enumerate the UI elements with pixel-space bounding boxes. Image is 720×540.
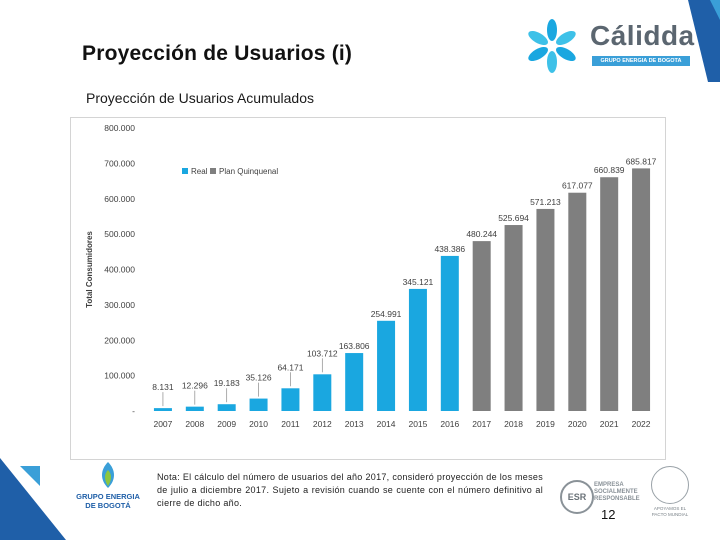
y-axis-label: Total Consumidores [85, 231, 94, 308]
y-tick-label: - [132, 406, 135, 416]
x-tick-label: 2014 [377, 419, 396, 429]
x-tick-label: 2019 [536, 419, 555, 429]
geb-logo: GRUPO ENERGIA DE BOGOTÁ [72, 460, 144, 520]
data-label: 254.991 [371, 309, 402, 319]
legend-swatch [210, 168, 216, 174]
data-label: 525.694 [498, 213, 529, 223]
data-label: 438.386 [434, 244, 465, 254]
bar [153, 408, 172, 411]
x-tick-label: 2009 [217, 419, 236, 429]
x-tick-label: 2021 [600, 419, 619, 429]
legend-swatch [182, 168, 188, 174]
data-label: 103.712 [307, 348, 338, 358]
global-compact-badge: APOYAMOS EL PACTO MUNDIAL [647, 466, 693, 524]
bar [249, 398, 268, 411]
flame-logo-icon [102, 462, 114, 488]
esr-icon: ESR [560, 480, 594, 514]
page-number: 12 [601, 507, 616, 522]
bar [313, 374, 332, 411]
bar-chart: - 100.000 200.000 300.000 400.000 500.000 600.… [85, 123, 657, 429]
page-title: Proyección de Usuarios (i) [82, 42, 353, 65]
data-label: 64.171 [277, 362, 303, 372]
bar [536, 208, 555, 411]
data-label: 480.244 [466, 229, 497, 239]
x-tick-label: 2011 [281, 419, 300, 429]
bar [440, 255, 459, 411]
y-tick-label: 700.000 [104, 158, 135, 168]
x-tick-label: 2015 [408, 419, 427, 429]
corner-accent-top-right [688, 0, 720, 82]
bar [472, 241, 491, 411]
data-label: 35.126 [246, 373, 272, 383]
y-tick-label: 600.000 [104, 194, 135, 204]
chart-frame [70, 117, 666, 460]
footer-brand: GRUPO ENERGIA DE BOGOTÁ [76, 492, 140, 510]
esr-text: EMPRESA SOCIALMENTE RESPONSABLE [594, 482, 640, 502]
y-tick-label: 200.000 [104, 335, 135, 345]
x-tick-label: 2007 [153, 419, 172, 429]
footnote: Nota: El cálculo del número de usuarios … [157, 472, 543, 508]
data-label: 685.817 [626, 156, 657, 166]
x-tick-label: 2012 [313, 419, 332, 429]
data-label: 8.131 [152, 382, 174, 392]
bar [377, 320, 396, 411]
data-label: 571.213 [530, 197, 561, 207]
chart-subtitle: Proyección de Usuarios Acumulados [86, 90, 315, 106]
x-tick-label: 2008 [185, 419, 204, 429]
data-label: 12.296 [182, 381, 208, 391]
bar [217, 404, 236, 411]
x-tick-label: 2013 [345, 419, 364, 429]
bar [600, 177, 619, 411]
y-tick-label: 800.000 [104, 123, 135, 133]
data-label: 163.806 [339, 341, 370, 351]
brand-name: Cálidda [590, 20, 695, 51]
bar [568, 192, 587, 411]
x-tick-label: 2017 [472, 419, 491, 429]
globe-icon [651, 466, 689, 504]
bar [504, 225, 523, 411]
y-tick-label: 400.000 [104, 265, 135, 275]
legend-label: Plan Quinquenal [219, 167, 278, 176]
y-tick-label: 500.000 [104, 229, 135, 239]
bar [632, 168, 651, 411]
brand-subtitle: GRUPO ENERGIA DE BOGOTA [592, 56, 690, 66]
data-label: 660.839 [594, 165, 625, 175]
bar [281, 388, 300, 411]
bar [408, 288, 427, 411]
calidda-logo: Cálidda GRUPO ENERGIA DE BOGOTA [520, 16, 695, 76]
snowflake-logo-icon [528, 19, 576, 73]
x-tick-label: 2018 [504, 419, 523, 429]
x-tick-label: 2020 [568, 419, 587, 429]
y-tick-label: 300.000 [104, 300, 135, 310]
bar [185, 406, 204, 411]
esr-badge: ESR EMPRESA SOCIALMENTE RESPONSABLE [560, 478, 640, 518]
x-tick-label: 2010 [249, 419, 268, 429]
global-compact-text: APOYAMOS EL PACTO MUNDIAL [651, 506, 689, 517]
x-tick-label: 2016 [440, 419, 459, 429]
y-tick-label: 100.000 [104, 371, 135, 381]
x-tick-label: 2022 [632, 419, 651, 429]
data-label: 345.121 [403, 277, 434, 287]
corner-accent-bottom-left [0, 458, 66, 540]
legend-label: Real [191, 167, 208, 176]
bar [345, 353, 364, 411]
data-label: 617.077 [562, 181, 593, 191]
data-label: 19.183 [214, 378, 240, 388]
